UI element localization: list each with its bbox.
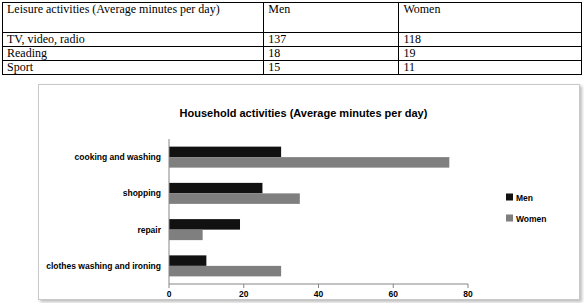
tick-mark bbox=[468, 284, 469, 288]
tick-label: 0 bbox=[167, 289, 172, 299]
tick-mark bbox=[318, 284, 319, 288]
tick-label: 60 bbox=[389, 289, 399, 299]
category-label: clothes washing and ironing bbox=[46, 261, 161, 271]
table-cell: 137 bbox=[264, 33, 399, 47]
bar bbox=[169, 183, 262, 194]
category-label: repair bbox=[137, 225, 161, 235]
bar bbox=[169, 193, 300, 204]
bar bbox=[169, 230, 203, 241]
table-cell: 11 bbox=[399, 61, 582, 75]
bar bbox=[169, 219, 240, 230]
table-row: Reading1819 bbox=[3, 47, 582, 61]
table-cell: 15 bbox=[264, 61, 399, 75]
tick-label: 80 bbox=[463, 289, 473, 299]
table-cell: Sport bbox=[3, 61, 264, 75]
table-cell: 18 bbox=[264, 47, 399, 61]
table-cell: Reading bbox=[3, 47, 264, 61]
chart-title: Household activities (Average minutes pe… bbox=[180, 107, 428, 119]
bars bbox=[169, 147, 449, 277]
category-label: cooking and washing bbox=[75, 152, 161, 162]
table-header: Leisure activities (Average minutes per … bbox=[3, 3, 582, 33]
category-label: shopping bbox=[123, 188, 161, 198]
chart-svg: Household activities (Average minutes pe… bbox=[39, 85, 579, 299]
legend-label: Men bbox=[516, 193, 533, 203]
legend-swatch bbox=[506, 215, 513, 222]
bar bbox=[169, 255, 206, 266]
tick-mark bbox=[243, 284, 244, 288]
bar bbox=[169, 157, 449, 168]
bar bbox=[169, 266, 281, 277]
legend-swatch bbox=[506, 194, 513, 201]
tick-mark bbox=[169, 284, 170, 288]
table-row: TV, video, radio137118 bbox=[3, 33, 582, 47]
table-cell: Men bbox=[264, 3, 399, 33]
table-row: Sport1511 bbox=[3, 61, 582, 75]
table-cell: 118 bbox=[399, 33, 582, 47]
legend-label: Women bbox=[516, 214, 547, 224]
tick-label: 40 bbox=[314, 289, 324, 299]
tick-label: 20 bbox=[239, 289, 249, 299]
table-cell: Leisure activities (Average minutes per … bbox=[3, 3, 264, 33]
table-cell: 19 bbox=[399, 47, 582, 61]
y-axis bbox=[169, 139, 170, 284]
table-cell: Women bbox=[399, 3, 582, 33]
leisure-table: Leisure activities (Average minutes per … bbox=[2, 2, 582, 75]
chart-frame: Household activities (Average minutes pe… bbox=[38, 84, 580, 300]
tick-mark bbox=[393, 284, 394, 288]
table-cell: TV, video, radio bbox=[3, 33, 264, 47]
bar bbox=[169, 147, 281, 158]
